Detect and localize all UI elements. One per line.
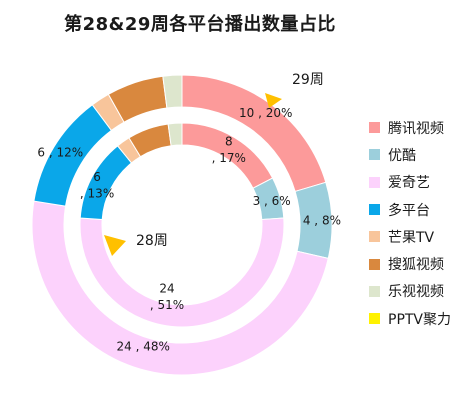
legend-swatch: [369, 231, 380, 243]
chart-legend: 腾讯视频优酷爱奇艺多平台芒果TV 搜狐视频乐视视频 PPTV聚力: [369, 114, 467, 332]
data-label-inner-0: 8, 17%: [212, 135, 246, 165]
legend-label: 乐视视频: [388, 284, 444, 301]
data-label-inner-2: 24, 51%: [150, 282, 184, 312]
legend-item: PPTV聚力: [369, 305, 467, 332]
legend-label: 腾讯视频: [388, 120, 444, 137]
slice-inner-3: [79, 145, 133, 221]
legend-item: 优酷: [369, 141, 467, 168]
slice-outer-2: [31, 200, 329, 376]
slice-outer-6: [162, 74, 183, 109]
legend-label: 搜狐视频: [388, 257, 444, 274]
legend-item: 腾讯视频: [369, 114, 467, 141]
data-label-outer-0: 10 , 20%: [239, 106, 292, 120]
data-label-inner-1: 3 , 6%: [253, 194, 291, 208]
legend-swatch: [369, 149, 380, 161]
legend-item: 爱奇艺: [369, 169, 467, 196]
legend-swatch: [369, 285, 380, 297]
legend-item: 搜狐视频: [369, 250, 467, 277]
data-label-outer-2: 24 , 48%: [117, 340, 170, 354]
legend-label: PPTV聚力: [388, 311, 452, 328]
series-name-1: 28周: [136, 233, 168, 249]
data-label-outer-1: 4 , 8%: [303, 214, 341, 228]
data-label-outer-3: 6 , 12%: [37, 146, 83, 160]
series-marker-1: [104, 235, 126, 256]
legend-label: 优酷: [388, 147, 416, 164]
series-marker-0: [265, 93, 282, 108]
legend-swatch: [369, 122, 380, 134]
legend-item: 芒果TV: [369, 223, 467, 250]
legend-item: 乐视视频: [369, 278, 467, 305]
legend-label: 芒果TV: [388, 229, 435, 246]
data-label-inner-3: 6, 13%: [80, 170, 114, 200]
legend-swatch: [369, 176, 380, 188]
legend-swatch: [369, 204, 380, 216]
legend-swatch: [369, 258, 380, 270]
legend-item: 多平台: [369, 196, 467, 223]
legend-label: 爱奇艺: [388, 175, 430, 192]
series-name-0: 29周: [292, 72, 324, 88]
chart-title: 第28&29周各平台播出数量占比: [64, 14, 336, 35]
slice-inner-6: [167, 122, 183, 147]
legend-swatch: [369, 313, 380, 325]
legend-label: 多平台: [388, 202, 430, 219]
